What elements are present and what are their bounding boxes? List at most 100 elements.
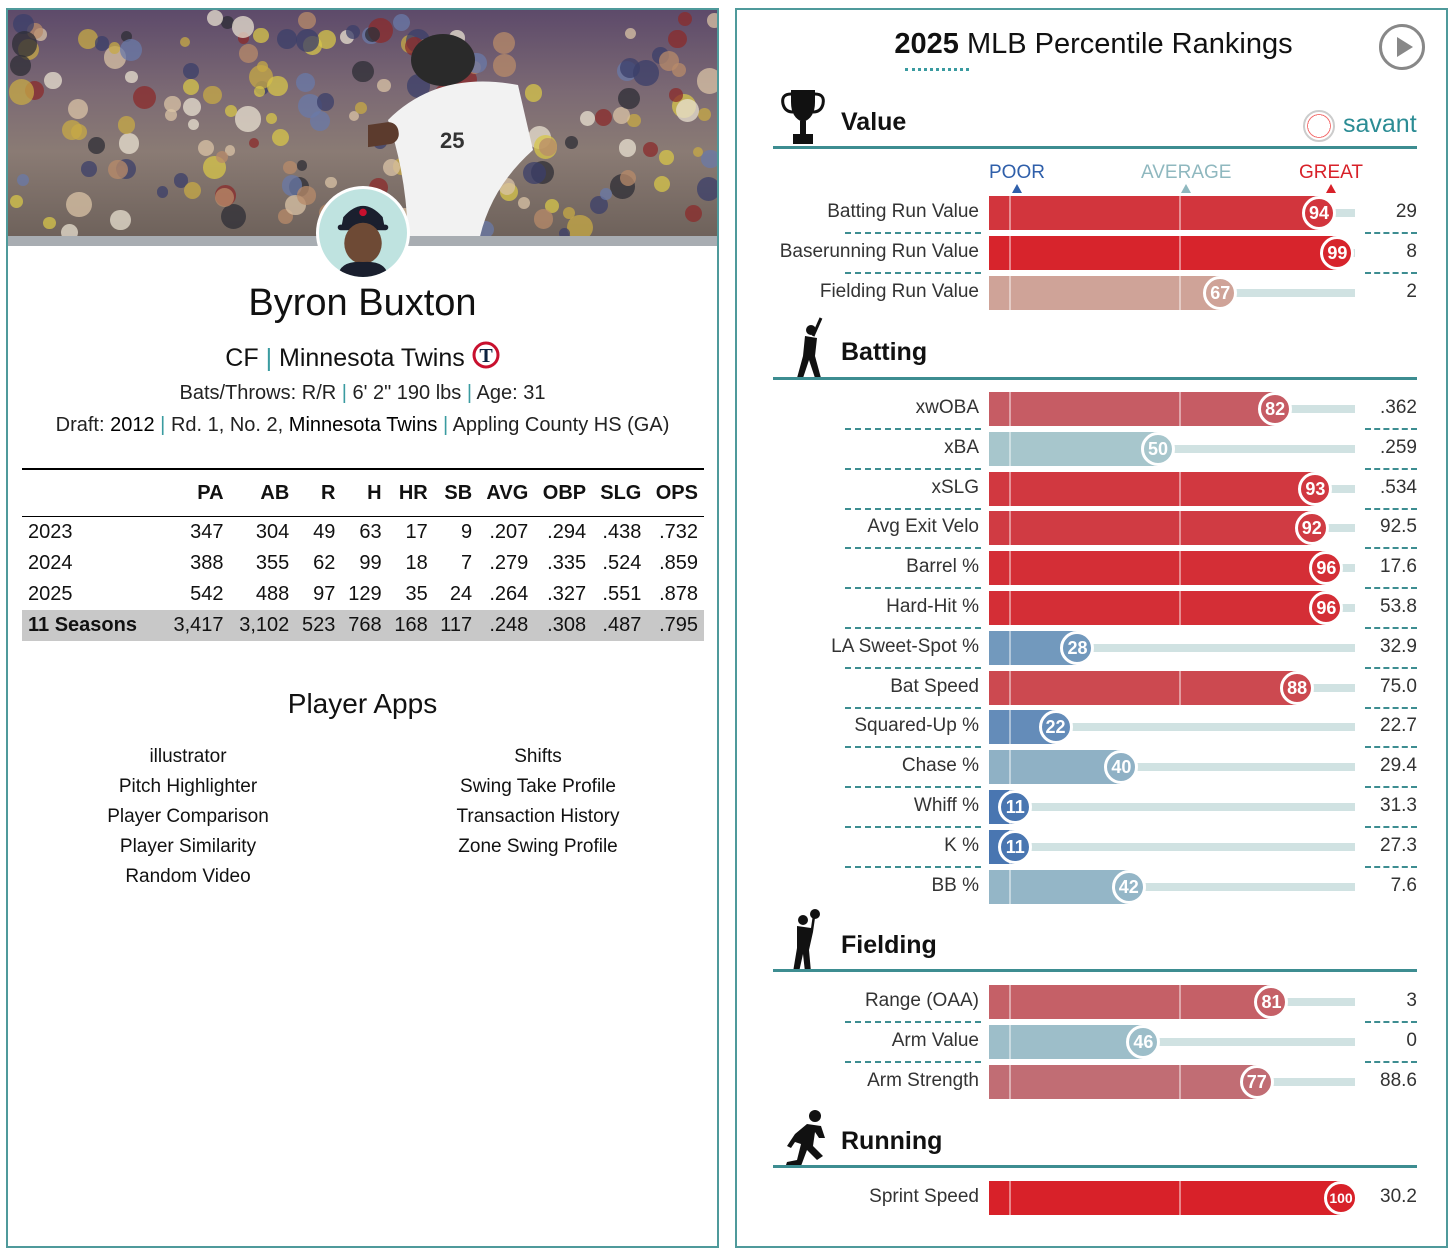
stats-cell: .551 [602,583,642,605]
row-divider [1365,587,1417,590]
metric-label-la-sweet-spot[interactable]: LA Sweet-Spot % [831,635,979,657]
apps-right-column: Shifts Swing Take Profile Transaction Hist… [388,742,688,862]
bar-guide [1009,1024,1011,1059]
metric-label-sprint-speed[interactable]: Sprint Speed [869,1186,979,1207]
app-link-player-similarity[interactable]: Player Similarity [119,836,257,857]
app-link-player-comparison[interactable]: Player Comparison [107,806,269,827]
metric-label-arm-strength[interactable]: Arm Strength [867,1069,979,1091]
row-divider [1365,865,1417,868]
bar-guide [1009,710,1011,745]
percentile-track [989,803,1355,811]
metric-label-range-oaa[interactable]: Range (OAA) [864,990,979,1011]
percentile-badge-arm-strength: 77 [1239,1064,1274,1099]
section-title-fielding: Fielding [841,931,937,959]
metric-label-chase[interactable]: Chase % [901,755,979,777]
bar-guide [1009,1064,1011,1099]
percentile-badge-k: 11 [998,829,1033,864]
metric-label-hard-hit[interactable]: Hard-Hit % [886,596,979,617]
percentile-bar-barrel [989,551,1327,586]
percentile-bar-bat-speed [989,670,1298,705]
savant-brand[interactable]: savant [1343,110,1417,138]
app-link-zone-swing-profile[interactable]: Zone Swing Profile [458,836,618,857]
stats-header-slg: SLG [592,468,648,517]
draft-pick: Rd. 1, No. 2, [170,414,284,436]
stats-cell: 542 [190,583,224,605]
row-divider [845,786,981,789]
app-link-illustrator[interactable]: illustrator [149,746,227,767]
percentile-badge-arm-value: 46 [1126,1024,1161,1059]
percentile-badge-hard-hit: 96 [1309,591,1344,625]
bar-guide [1179,392,1181,426]
bar-guide [1179,235,1181,270]
metric-label-xslg[interactable]: xSLG [931,476,979,498]
metric-label-avg-exit-velo[interactable]: Avg Exit Velo [867,516,979,538]
stats-cell: 3,417 [163,610,230,641]
percentile-badge-bat-speed: 88 [1280,670,1315,705]
height-weight: 6' 2" 190 lbs [352,382,462,404]
metric-label-xwoba[interactable]: xwOBA [915,397,979,418]
percentile-bar-bb [989,869,1129,904]
metric-label-k[interactable]: K % [944,834,979,856]
bar-guide [1179,551,1181,586]
stats-cell: .795 [647,610,704,641]
row-divider [845,1021,981,1023]
section-rule [773,969,1417,972]
metric-label-bb[interactable]: BB % [931,874,979,896]
metric-label-fielding-run-value[interactable]: Fielding Run Value [819,280,979,302]
stats-cell: .294 [547,521,587,543]
row-divider [1365,666,1417,669]
stats-header-sb: SB [433,468,479,517]
stats-season-row: 2024 388 355 62 99 18 7 .279 .335 .524 .859 [22,548,704,579]
row-divider [1365,746,1417,749]
row-divider [845,1060,981,1063]
team-name[interactable]: Minnesota Twins [279,344,465,372]
stats-season-row: 2023 347 304 49 63 17 9 .207 .294 .438 .732 [22,517,704,549]
metric-label-xba[interactable]: xBA [944,436,979,458]
metric-value-arm-value: 0 [1406,1029,1417,1051]
runner-icon [785,1110,825,1168]
stats-cell: 2023 [28,521,73,543]
metric-label-whiff[interactable]: Whiff % [913,795,979,816]
stats-cell: .878 [659,583,698,605]
play-button-icon[interactable] [1379,24,1425,70]
metric-label-squared-up[interactable]: Squared-Up % [854,715,979,737]
stats-cell: .438 [602,521,642,543]
bar-guide [1179,591,1181,625]
draft-team[interactable]: Minnesota Twins [288,414,438,436]
row-divider [845,865,981,868]
percentile-track [989,763,1355,772]
bar-guide [1009,869,1011,904]
stats-cell: 117 [433,610,479,641]
percentile-bar-hard-hit [989,591,1327,625]
percentile-rankings-panel: 2025 MLB Percentile Rankings POOR AVERAGE… [735,8,1448,1248]
row-divider [845,467,981,470]
metric-label-bat-speed[interactable]: Bat Speed [890,675,979,697]
metric-label-baserunning-run-value[interactable]: Baserunning Run Value [779,240,979,262]
metric-value-whiff: 31.3 [1380,795,1417,816]
metric-value-bb: 7.6 [1390,874,1417,896]
percentile-bar-xslg [989,471,1316,506]
bar-guide [1009,670,1011,705]
app-link-transaction-history[interactable]: Transaction History [456,806,620,827]
bar-guide [1009,630,1011,665]
stats-header-avg: AVG [478,468,535,517]
row-divider [1365,507,1417,510]
percentile-bar-baserunning-run-value [989,235,1338,270]
draft-line: Draft: 2012 | Rd. 1, No. 2, Minnesota Tw… [55,414,670,436]
app-link-shifts[interactable]: Shifts [514,746,562,767]
bar-guide [1009,196,1011,230]
bar-guide [1009,392,1011,426]
stats-cell: 9 [461,521,473,543]
app-link-pitch-highlighter[interactable]: Pitch Highlighter [118,776,258,797]
metric-label-arm-value[interactable]: Arm Value [891,1029,979,1051]
stats-cell: .524 [602,552,642,574]
metric-label-batting-run-value[interactable]: Batting Run Value [827,201,979,222]
app-link-random-video[interactable]: Random Video [125,866,251,887]
metric-label-barrel[interactable]: Barrel % [906,556,979,578]
percentile-track [989,842,1355,851]
app-link-swing-take-profile[interactable]: Swing Take Profile [460,776,616,797]
percentile-badge-xslg: 93 [1298,471,1333,506]
stats-cell: 388 [190,552,224,574]
stats-header-obp: OBP [534,468,593,517]
row-divider [845,271,981,274]
